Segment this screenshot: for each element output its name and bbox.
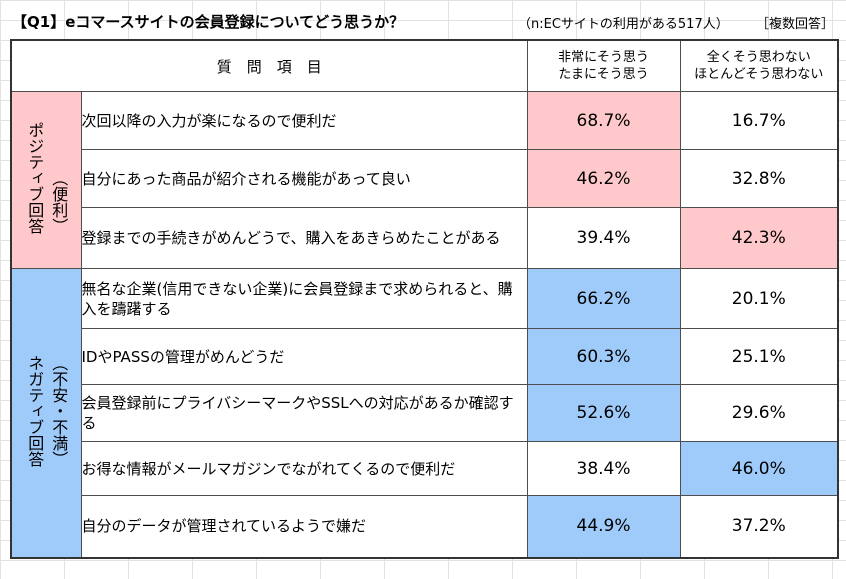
table-row: ネガティブ回答 （不安・不満） 無名な企業(信用できない企業)に会員登録まで求めら…: [10, 268, 839, 558]
col1-header-line1: 非常にそう思う: [558, 50, 649, 65]
col2-header-line2: ほとんどそう思わない: [694, 67, 824, 82]
group-label-negative-col2: （不安・不満）: [49, 354, 69, 467]
row-item: 自分のデータが管理されているようで嫌だ: [80, 495, 528, 558]
row-item: 会員登録前にプライバシーマークやSSLへの対応があるか確認する: [80, 384, 528, 442]
table-row: 自分にあった商品が紹介される機能があって良い 46.2% 32.8%: [11, 149, 839, 208]
row-value-col2: 32.8%: [679, 149, 839, 208]
table-row: 会員登録前にプライバシーマークやSSLへの対応があるか確認する 52.6% 29…: [11, 384, 839, 442]
question-title: 【Q1】eコマースサイトの会員登録についてどう思うか？: [12, 13, 405, 31]
col2-header: 全くそう思わない ほとんどそう思わない: [679, 39, 839, 92]
row-value-col2: 37.2%: [679, 495, 839, 558]
group-label-positive: ポジティブ回答 （便利）: [10, 91, 82, 269]
row-value-col1: 38.4%: [526, 441, 681, 496]
table-row: 自分のデータが管理されているようで嫌だ 44.9% 37.2%: [11, 495, 839, 558]
row-value-col1: 39.4%: [526, 207, 681, 269]
survey-table: 質 問 項 目 非常にそう思う たまにそう思う 全くそう思わない ほとんどそう思…: [10, 39, 840, 559]
group-label-negative: ネガティブ回答 （不安・不満）: [10, 268, 82, 558]
col1-header-line2: たまにそう思う: [558, 67, 649, 82]
row-value-col2: 46.0%: [679, 441, 839, 496]
row-item: 登録までの手続きがめんどうで、購入をあきらめたことがある: [80, 207, 528, 269]
group-label-positive-col1: ポジティブ回答: [25, 122, 45, 234]
table-row: 登録までの手続きがめんどうで、購入をあきらめたことがある 39.4% 42.3%: [11, 207, 839, 269]
row-value-col2: 20.1%: [679, 268, 839, 329]
row-value-col1: 66.2%: [526, 268, 681, 329]
row-item: 無名な企業(信用できない企業)に会員登録まで求められると、購入を躊躇する: [80, 268, 528, 329]
row-value-col1: 60.3%: [526, 328, 681, 385]
row-value-col2: 42.3%: [679, 207, 839, 269]
row-item: IDやPASSの管理がめんどうだ: [80, 328, 528, 385]
table-row: お得な情報がメールマガジンでながれてくるので便利だ 38.4% 46.0%: [11, 441, 839, 496]
group-label-negative-col1: ネガティブ回答: [25, 354, 45, 467]
row-value-col2: 29.6%: [679, 384, 839, 442]
row-value-col1: 68.7%: [526, 91, 681, 150]
answer-type: ［複数回答］: [756, 17, 835, 32]
row-item: お得な情報がメールマガジンでながれてくるので便利だ: [80, 441, 528, 496]
row-value-col1: 44.9%: [526, 495, 681, 558]
header-row: 質 問 項 目 非常にそう思う たまにそう思う 全くそう思わない ほとんどそう思…: [10, 39, 839, 92]
table-row: ポジティブ回答 （便利） 次回以降の入力が楽になるので便利だ 68.7% 16.7…: [10, 91, 839, 269]
row-value-col1: 46.2%: [526, 149, 681, 208]
col1-header: 非常にそう思う たまにそう思う: [526, 39, 681, 92]
row-item: 次回以降の入力が楽になるので便利だ: [80, 91, 528, 150]
group-label-positive-col2: （便利）: [49, 170, 69, 234]
table-row: IDやPASSの管理がめんどうだ 60.3% 25.1%: [11, 328, 839, 385]
item-header: 質 問 項 目: [10, 39, 528, 92]
row-value-col1: 52.6%: [526, 384, 681, 442]
question-header: 【Q1】eコマースサイトの会員登録についてどう思うか？ （n:ECサイトの利用が…: [12, 8, 842, 34]
sample-note: （n:ECサイトの利用がある517人）: [518, 17, 729, 32]
row-item: 自分にあった商品が紹介される機能があって良い: [80, 149, 528, 208]
col2-header-line1: 全くそう思わない: [706, 50, 811, 65]
row-value-col2: 25.1%: [679, 328, 839, 385]
row-value-col2: 16.7%: [679, 91, 839, 150]
